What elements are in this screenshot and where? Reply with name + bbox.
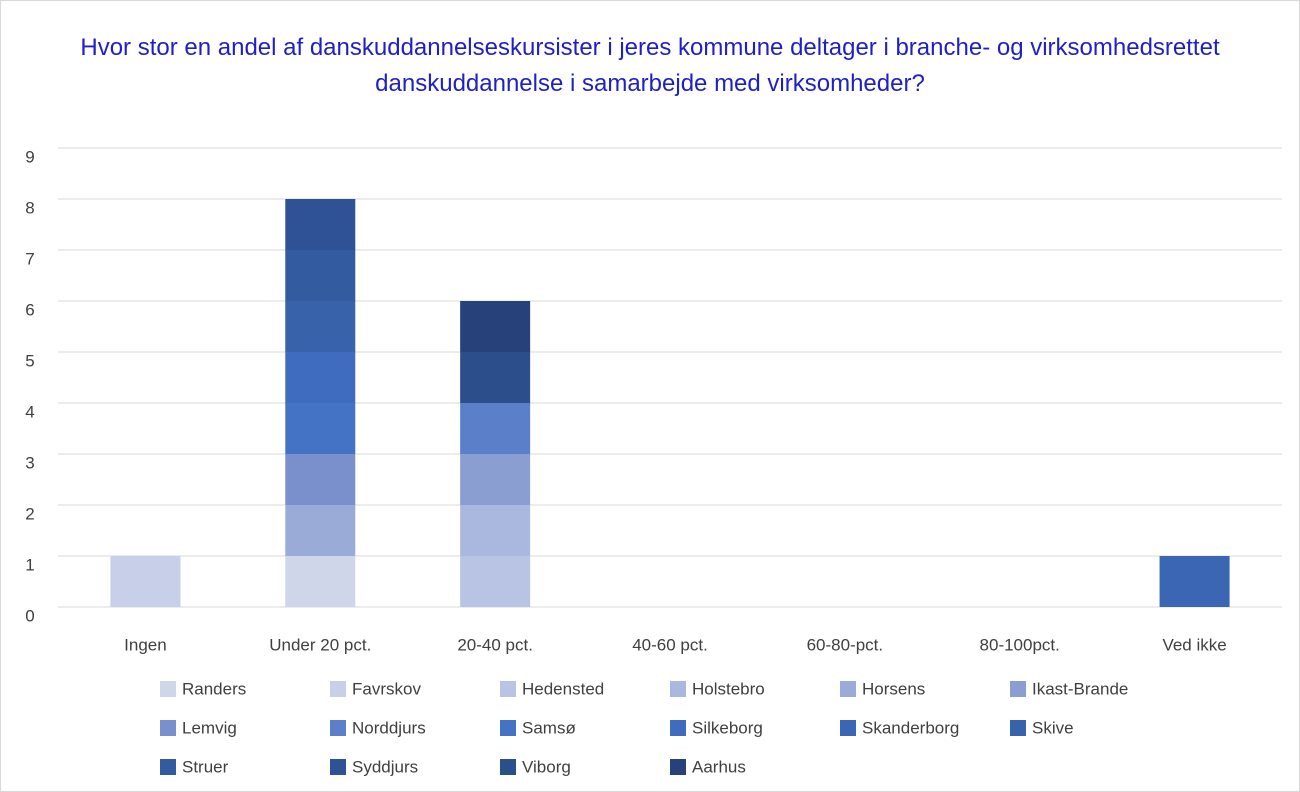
x-tick-label: Ingen <box>124 635 167 654</box>
bar-segment <box>285 199 356 250</box>
legend-label: Randers <box>182 679 246 698</box>
y-tick-label: 4 <box>25 402 34 421</box>
legend-swatch <box>160 720 176 736</box>
legend-label: Silkeborg <box>692 718 763 737</box>
legend-swatch <box>330 759 346 775</box>
bar-segment <box>460 403 531 454</box>
y-tick-label: 1 <box>25 555 34 574</box>
x-tick-label: 60-80-pct. <box>807 635 884 654</box>
y-tick-label: 9 <box>25 147 34 166</box>
legend-swatch <box>670 759 686 775</box>
legend-label: Samsø <box>522 718 576 737</box>
bar-segment <box>285 454 356 505</box>
legend-swatch <box>160 759 176 775</box>
y-tick-label: 6 <box>25 300 34 319</box>
bar-segment <box>460 556 531 607</box>
bar-segment <box>460 301 531 352</box>
y-tick-label: 2 <box>25 504 34 523</box>
legend-swatch <box>1010 720 1026 736</box>
bar-segment <box>285 403 356 454</box>
legend-swatch <box>840 681 856 697</box>
bar-segment <box>285 250 356 301</box>
legend-label: Viborg <box>522 757 571 776</box>
bar-segment <box>460 454 531 505</box>
x-tick-label: 80-100pct. <box>980 635 1060 654</box>
legend-swatch <box>670 720 686 736</box>
bar-segment <box>1159 556 1230 607</box>
legend-label: Norddjurs <box>352 718 426 737</box>
legend-label: Horsens <box>862 679 925 698</box>
legend-swatch <box>500 759 516 775</box>
legend-swatch <box>330 720 346 736</box>
bar-segment <box>285 556 356 607</box>
legend-swatch <box>840 720 856 736</box>
legend-swatch <box>160 681 176 697</box>
bar-segment <box>110 556 181 607</box>
legend-label: Ikast-Brande <box>1032 679 1128 698</box>
chart-title: Hvor stor en andel af danskuddannelsesku… <box>80 34 1220 97</box>
legend-label: Syddjurs <box>352 757 418 776</box>
legend-swatch <box>330 681 346 697</box>
y-tick-label: 5 <box>25 351 34 370</box>
bar-segment <box>460 352 531 403</box>
legend-label: Struer <box>182 757 229 776</box>
x-tick-label: 20-40 pct. <box>457 635 533 654</box>
legend-label: Lemvig <box>182 718 237 737</box>
y-tick-label: 0 <box>25 606 34 625</box>
y-tick-label: 8 <box>25 198 34 217</box>
y-tick-label: 3 <box>25 453 34 472</box>
x-tick-label: Under 20 pct. <box>269 635 371 654</box>
legend-swatch <box>670 681 686 697</box>
y-tick-label: 7 <box>25 249 34 268</box>
legend-label: Holstebro <box>692 679 765 698</box>
legend-label: Aarhus <box>692 757 746 776</box>
x-tick-label: Ved ikke <box>1162 635 1226 654</box>
legend-swatch <box>1010 681 1026 697</box>
legend-label: Favrskov <box>352 679 421 698</box>
bar-segment <box>285 301 356 352</box>
legend-label: Hedensted <box>522 679 604 698</box>
bar-segment <box>460 505 531 556</box>
bar-segment <box>285 505 356 556</box>
legend-label: Skive <box>1032 718 1074 737</box>
bar-segment <box>285 352 356 403</box>
legend-label: Skanderborg <box>862 718 959 737</box>
legend-swatch <box>500 681 516 697</box>
x-tick-label: 40-60 pct. <box>632 635 708 654</box>
legend-swatch <box>500 720 516 736</box>
